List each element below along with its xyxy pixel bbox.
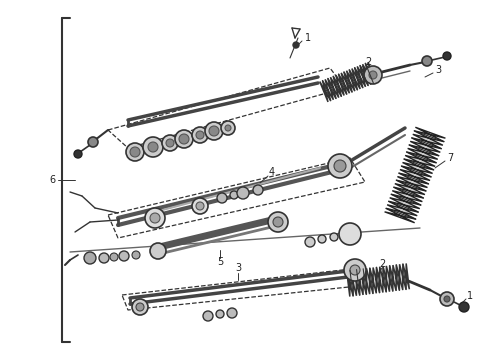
- Circle shape: [339, 223, 361, 245]
- Circle shape: [196, 131, 204, 139]
- Text: 4: 4: [269, 167, 275, 177]
- Circle shape: [148, 142, 158, 152]
- Circle shape: [162, 135, 178, 151]
- Circle shape: [84, 252, 96, 264]
- Polygon shape: [320, 62, 376, 102]
- Circle shape: [334, 160, 346, 172]
- Circle shape: [221, 121, 235, 135]
- Circle shape: [132, 299, 148, 315]
- Circle shape: [150, 243, 166, 259]
- Circle shape: [217, 193, 227, 203]
- Circle shape: [150, 213, 160, 223]
- Circle shape: [459, 302, 469, 312]
- Text: 1: 1: [305, 33, 311, 43]
- Circle shape: [179, 134, 189, 144]
- Circle shape: [192, 127, 208, 143]
- Circle shape: [273, 217, 283, 227]
- Circle shape: [328, 154, 352, 178]
- Circle shape: [203, 311, 213, 321]
- Circle shape: [166, 139, 174, 147]
- Circle shape: [99, 253, 109, 263]
- Circle shape: [126, 143, 144, 161]
- Circle shape: [145, 208, 165, 228]
- Circle shape: [205, 122, 223, 140]
- Circle shape: [330, 233, 338, 241]
- Text: 3: 3: [235, 263, 241, 273]
- Text: 2: 2: [379, 259, 385, 269]
- Circle shape: [143, 137, 163, 157]
- Circle shape: [350, 265, 360, 275]
- Circle shape: [130, 147, 140, 157]
- Circle shape: [318, 235, 326, 243]
- Circle shape: [227, 308, 237, 318]
- Circle shape: [443, 52, 451, 60]
- Circle shape: [88, 137, 98, 147]
- Text: 3: 3: [435, 65, 441, 75]
- Circle shape: [110, 253, 118, 261]
- Circle shape: [268, 212, 288, 232]
- Circle shape: [369, 71, 377, 79]
- Text: 2: 2: [365, 57, 371, 67]
- Text: 5: 5: [217, 257, 223, 267]
- Circle shape: [119, 251, 129, 261]
- Circle shape: [225, 125, 231, 131]
- Circle shape: [74, 150, 82, 158]
- Circle shape: [196, 202, 204, 210]
- Circle shape: [230, 191, 238, 199]
- Circle shape: [364, 66, 382, 84]
- Circle shape: [344, 259, 366, 281]
- Circle shape: [422, 56, 432, 66]
- Circle shape: [253, 185, 263, 195]
- Circle shape: [209, 126, 219, 136]
- Circle shape: [305, 237, 315, 247]
- Polygon shape: [346, 264, 409, 297]
- Circle shape: [293, 42, 299, 48]
- Text: 7: 7: [447, 153, 453, 163]
- Circle shape: [440, 292, 454, 306]
- Circle shape: [175, 130, 193, 148]
- Circle shape: [237, 187, 249, 199]
- Circle shape: [192, 198, 208, 214]
- Circle shape: [216, 310, 224, 318]
- Circle shape: [444, 296, 450, 302]
- Polygon shape: [385, 127, 445, 223]
- Circle shape: [132, 251, 140, 259]
- Text: 6: 6: [49, 175, 55, 185]
- Circle shape: [136, 303, 144, 311]
- Text: 1: 1: [467, 291, 473, 301]
